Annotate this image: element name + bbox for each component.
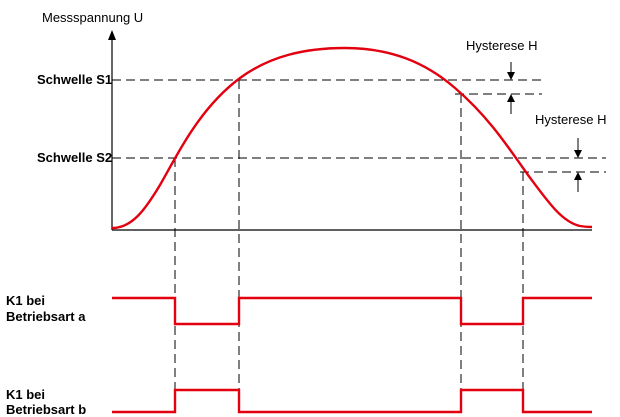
y-axis-arrow bbox=[108, 30, 116, 40]
measurement-curve bbox=[111, 46, 593, 230]
hysteresis-s1-label: Hysterese H bbox=[466, 38, 538, 53]
relay-b-label-line2: Betriebsart b bbox=[6, 402, 87, 417]
y-axis-label: Messspannung U bbox=[42, 10, 144, 25]
hysteresis-s2-arrowhead-bottom bbox=[574, 172, 582, 180]
relay-b-waveform bbox=[112, 388, 592, 414]
hysteresis-s1-arrowhead-top bbox=[507, 72, 515, 80]
hysteresis-s2-label: Hysterese H bbox=[535, 112, 607, 127]
threshold-s1-label: Schwelle S1 bbox=[37, 72, 113, 87]
hysteresis-s2-arrowhead-top bbox=[574, 150, 582, 158]
threshold-s2-label: Schwelle S2 bbox=[37, 150, 113, 165]
relay-a-waveform bbox=[112, 296, 592, 326]
relay-a-label-line2: Betriebsart a bbox=[6, 309, 86, 324]
hysteresis-s1-arrowhead-bottom bbox=[507, 94, 515, 102]
relay-b-label-line1: K1 bei bbox=[6, 387, 46, 402]
relay-a-label-line1: K1 bei bbox=[6, 293, 46, 308]
